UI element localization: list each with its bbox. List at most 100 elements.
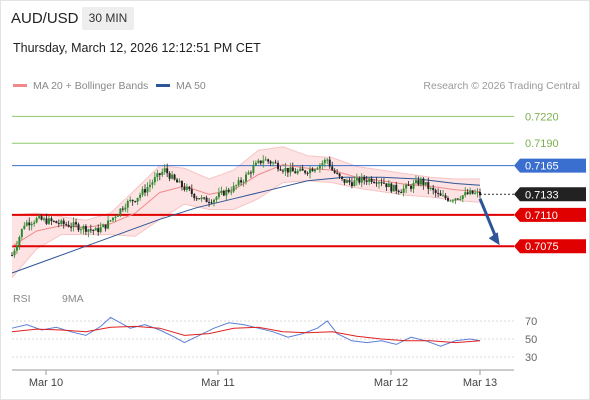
rsi-line (11, 316, 481, 347)
candle-body (245, 174, 247, 182)
candle-body (378, 182, 381, 184)
legend-ma50-label: MA 50 (176, 80, 206, 92)
candle-body (173, 174, 176, 180)
candle-body (183, 187, 186, 190)
candle-body (57, 223, 60, 225)
level-label-0.7190: 0.7190 (525, 138, 559, 150)
rsi-tick-30: 30 (525, 352, 537, 364)
chart-header: AUD/USD 30 MIN (0, 0, 590, 36)
candle-body (400, 192, 403, 194)
candle-body (397, 190, 400, 193)
candle-body (28, 222, 31, 226)
candle-body (345, 180, 348, 183)
candle-body (252, 165, 255, 173)
candle-body (23, 225, 26, 229)
candle-body (55, 221, 58, 224)
candle-body (382, 182, 385, 184)
candle-body (151, 182, 154, 185)
candle-body (99, 227, 102, 233)
candle-body (301, 168, 304, 171)
candle-body (237, 180, 240, 186)
candle-body (432, 187, 435, 191)
candle-body (225, 189, 228, 196)
current-price-label: 0.7133 (525, 189, 559, 201)
candle-body (375, 182, 378, 184)
candle-body (168, 173, 171, 179)
candle-body (116, 214, 119, 217)
instrument-title: AUD/USD (11, 10, 79, 27)
candle-body (33, 222, 36, 224)
bollinger-lower-line (11, 180, 481, 278)
candle-body (338, 173, 341, 177)
x-tick-label: Mar 12 (374, 377, 408, 389)
candle-body (144, 189, 147, 193)
candle-body (180, 181, 183, 188)
candle-body (240, 180, 243, 183)
candle-body (102, 224, 105, 228)
candle-body (60, 220, 63, 224)
level-label-0.7075: 0.7075 (525, 241, 559, 253)
candle-body (387, 183, 390, 188)
candle-body (94, 228, 97, 231)
candle-body (134, 201, 137, 203)
candle-body (309, 168, 312, 174)
candle-body (373, 181, 376, 183)
candle-body (190, 189, 193, 194)
timeframe-button[interactable]: 30 MIN (82, 7, 134, 30)
candle-body (269, 161, 272, 164)
candle-body (109, 220, 112, 222)
candle-body (289, 167, 292, 173)
candle-body (464, 192, 467, 196)
candle-body (277, 163, 280, 170)
candle-body (247, 172, 250, 175)
copyright-note: Research © 2026 Trading Central (423, 80, 580, 92)
candle-body (368, 178, 371, 182)
candle-body (156, 173, 159, 177)
legend-ma20-label: MA 20 + Bollinger Bands (33, 80, 149, 92)
candle-body (284, 167, 287, 172)
candle-body (333, 170, 336, 173)
candle-body (126, 201, 129, 208)
candle-body (286, 167, 289, 173)
candle-body (471, 190, 474, 194)
candle-body (235, 185, 238, 187)
candle-body (311, 168, 314, 172)
candle-body (405, 184, 408, 189)
candle-body (121, 208, 124, 210)
candle-body (166, 168, 169, 174)
candle-body (385, 183, 388, 188)
candle-body (178, 181, 181, 183)
candle-body (119, 208, 122, 215)
candle-body (323, 159, 326, 164)
candle-body (227, 189, 230, 192)
candle-body (158, 173, 161, 175)
candle-body (451, 200, 454, 202)
candle-body (392, 184, 395, 192)
candle-body (87, 229, 90, 232)
candle-body (129, 199, 132, 202)
candle-body (313, 169, 316, 172)
candle-body (390, 183, 393, 192)
candle-body (456, 198, 459, 200)
candle-body (370, 178, 373, 182)
candle-body (163, 168, 166, 172)
candle-body (65, 224, 68, 226)
forecast-arrow-head (488, 232, 500, 246)
candle-body (114, 216, 117, 218)
candle-body (215, 197, 218, 200)
x-tick-label: Mar 13 (463, 377, 497, 389)
candle-body (38, 216, 41, 219)
candle-body (328, 159, 331, 167)
candle-body (220, 190, 223, 193)
level-label-0.7220: 0.7220 (525, 111, 559, 123)
candle-body (444, 195, 447, 199)
candle-body (20, 228, 23, 237)
legend-9ma: 9MA (62, 293, 84, 305)
candle-body (291, 167, 294, 172)
candle-body (264, 159, 267, 161)
candle-body (242, 181, 245, 183)
candle-body (82, 226, 85, 230)
candle-body (306, 172, 309, 174)
candle-body (188, 186, 191, 190)
candle-body (257, 160, 260, 163)
